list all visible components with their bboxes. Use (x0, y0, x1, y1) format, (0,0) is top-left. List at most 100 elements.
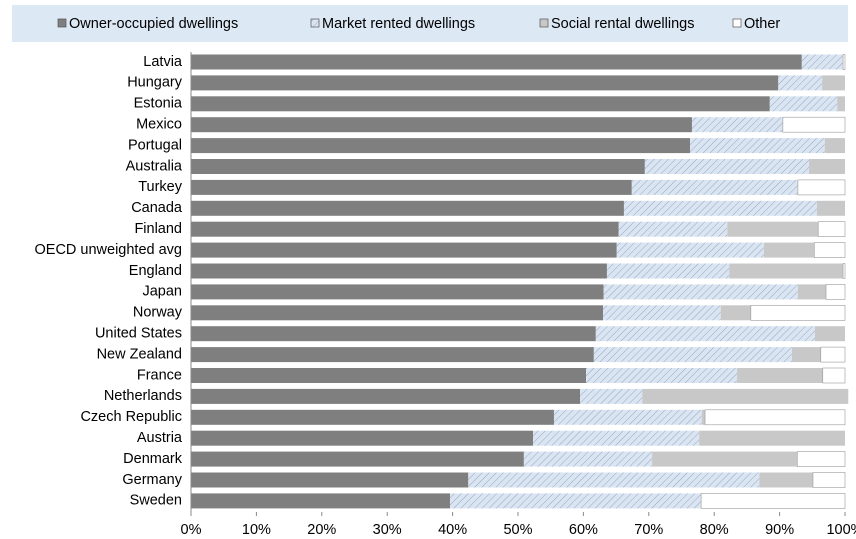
y-tick-label: United States (95, 326, 182, 342)
y-tick-label: OECD unweighted avg (35, 242, 183, 258)
bar-segment (700, 493, 846, 509)
bar-segment (603, 284, 798, 300)
y-tick-label: Austria (137, 430, 183, 446)
bar-segment (191, 451, 524, 467)
bar-segment (586, 368, 738, 383)
y-tick-label: Germany (122, 472, 182, 488)
legend-swatch (539, 18, 549, 28)
bar-segment (533, 430, 700, 446)
bar-segment (778, 75, 823, 91)
bar-segment (580, 388, 643, 404)
bar-segment (623, 200, 817, 216)
y-tick-label: Hungary (127, 75, 183, 91)
bar-segment (191, 368, 587, 383)
legend-background (12, 5, 848, 42)
bar-segment (690, 138, 825, 154)
y-tick-label: Czech Republic (80, 409, 182, 425)
bar-segment (769, 96, 838, 112)
y-tick-label: Portugal (128, 137, 182, 153)
bar-segment (603, 305, 721, 321)
legend-swatch (57, 18, 67, 28)
x-tick-label: 100% (826, 522, 856, 538)
legend-label: Other (744, 16, 780, 32)
y-tick-label: Latvia (143, 54, 183, 70)
bar-segment (816, 200, 845, 216)
x-tick-label: 60% (569, 522, 598, 538)
bar-segment (593, 347, 793, 363)
bar-segment (191, 96, 770, 112)
legend-label: Owner-occupied dwellings (69, 16, 238, 32)
x-tick-label: 10% (242, 522, 271, 538)
bar-segment (468, 472, 760, 488)
bar-segment (642, 388, 849, 404)
bar-segment (814, 326, 845, 342)
bar-segment (822, 367, 846, 384)
bar-segment (750, 304, 846, 321)
bar-segment (820, 346, 846, 363)
bar-segment (191, 493, 450, 509)
bar-segment (606, 263, 730, 279)
bar-segment (824, 138, 845, 154)
y-tick-label: England (129, 263, 182, 279)
bar-segment (729, 263, 844, 279)
legend-swatch (310, 18, 320, 28)
bar-segment (191, 138, 691, 154)
y-tick-label: Norway (133, 305, 183, 321)
bar-segment (792, 347, 821, 363)
bar-segment (737, 368, 823, 383)
bar-segment (191, 388, 581, 404)
bar-segment (191, 159, 645, 174)
y-tick-label: New Zealand (97, 346, 182, 362)
y-tick-label: Australia (126, 158, 183, 174)
legend-label: Market rented dwellings (322, 16, 475, 32)
legend-label: Social rental dwellings (551, 16, 694, 32)
bar-segment (191, 117, 692, 133)
x-tick-label: 50% (503, 522, 532, 538)
bar-segment (191, 326, 596, 342)
bar-segment (699, 430, 845, 446)
bar-segment (191, 221, 619, 237)
bar-segment (652, 451, 798, 467)
y-tick-label: Turkey (138, 179, 183, 195)
bar-segment (842, 54, 846, 70)
bar-segment (701, 409, 706, 425)
bar-segment (837, 96, 845, 112)
x-tick-label: 70% (634, 522, 663, 538)
x-tick-label: 30% (373, 522, 402, 538)
bar-segment (191, 430, 534, 446)
x-tick-label: 0% (181, 522, 202, 538)
bar-segment (809, 159, 845, 174)
y-tick-label: Mexico (136, 117, 182, 133)
bar-segment (191, 179, 632, 195)
bar-segment (817, 221, 846, 237)
bar-segment (631, 179, 798, 195)
x-tick-label: 20% (307, 522, 336, 538)
bar-segment (825, 284, 846, 300)
bar-segment (449, 493, 702, 509)
bar-segment (191, 75, 779, 91)
bar-segment (797, 179, 846, 196)
bar-segment (191, 54, 802, 70)
y-tick-label: Canada (131, 200, 183, 216)
bar-segment (191, 472, 469, 488)
bar-segment (812, 472, 846, 488)
y-tick-label: Sweden (130, 493, 182, 509)
bar-segment (191, 242, 617, 258)
bar-segment (618, 221, 728, 237)
bar-segment (691, 117, 783, 133)
y-tick-label: Japan (142, 284, 182, 300)
legend-swatch (732, 18, 742, 28)
x-tick-label: 90% (765, 522, 794, 538)
bar-segment (191, 284, 604, 300)
bar-segment (720, 305, 751, 321)
bar-segment (616, 242, 764, 258)
bar-segment (801, 54, 844, 70)
bar-segment (595, 326, 815, 342)
bar-segment (796, 451, 846, 467)
bar-segment (842, 263, 846, 279)
bar-segment (822, 75, 845, 91)
y-tick-label: Estonia (134, 96, 183, 112)
bar-segment (759, 472, 813, 488)
y-tick-label: Finland (134, 221, 182, 237)
